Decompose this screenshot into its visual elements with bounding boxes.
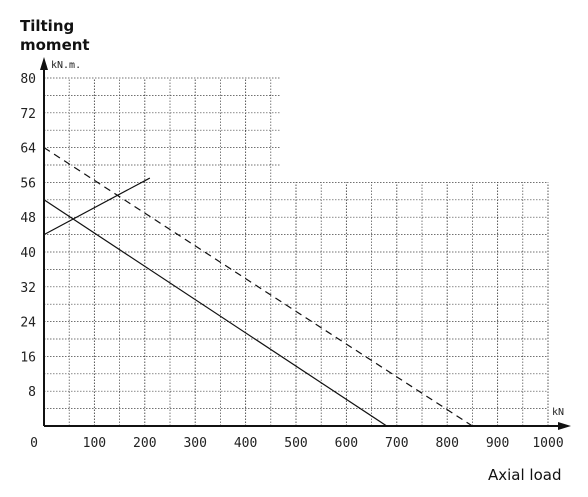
y-tick-label: 48 <box>20 211 36 226</box>
y-tick-label: 16 <box>20 350 36 365</box>
x-tick-label: 600 <box>335 436 358 451</box>
y-tick-label: 56 <box>20 176 36 191</box>
series-group <box>43 147 473 427</box>
x-tick-label: 400 <box>234 436 257 451</box>
y-tick-label: 32 <box>20 281 36 296</box>
y-tick-label: 24 <box>20 316 36 331</box>
y-tick-label: 8 <box>28 385 36 400</box>
series-line-3 <box>43 177 151 236</box>
y-tick-label: 40 <box>20 246 36 261</box>
x-tick-label: 200 <box>133 436 156 451</box>
grid <box>43 77 549 426</box>
y-tick-label: 80 <box>20 72 36 87</box>
x-tick-label: 300 <box>183 436 206 451</box>
tick-labels: 0 100 200 300 400 500 600 700 800 900 1000 8 16 24 32 4… <box>20 72 563 451</box>
x-tick-label: 900 <box>486 436 509 451</box>
x-tick-label: 1000 <box>532 436 563 451</box>
x-tick-label: 700 <box>385 436 408 451</box>
y-tick-label: 72 <box>20 107 36 122</box>
series-line-1 <box>43 147 473 427</box>
x-tick-label: 500 <box>284 436 307 451</box>
y-title-line2: moment <box>20 36 90 54</box>
x-axis-label: Axial load <box>488 466 562 484</box>
axes <box>40 57 571 430</box>
y-title-line1: Tilting <box>20 17 74 35</box>
y-tick-label: 64 <box>20 142 36 157</box>
x-tick-label: 800 <box>435 436 458 451</box>
x-unit-label: kN <box>552 407 564 418</box>
x-axis-arrow <box>558 422 571 430</box>
series-line-2 <box>43 199 388 427</box>
y-axis-arrow <box>40 57 48 70</box>
y-unit-label: kN.m. <box>51 60 81 71</box>
x-tick-label: 0 <box>30 436 38 451</box>
x-tick-label: 100 <box>83 436 106 451</box>
